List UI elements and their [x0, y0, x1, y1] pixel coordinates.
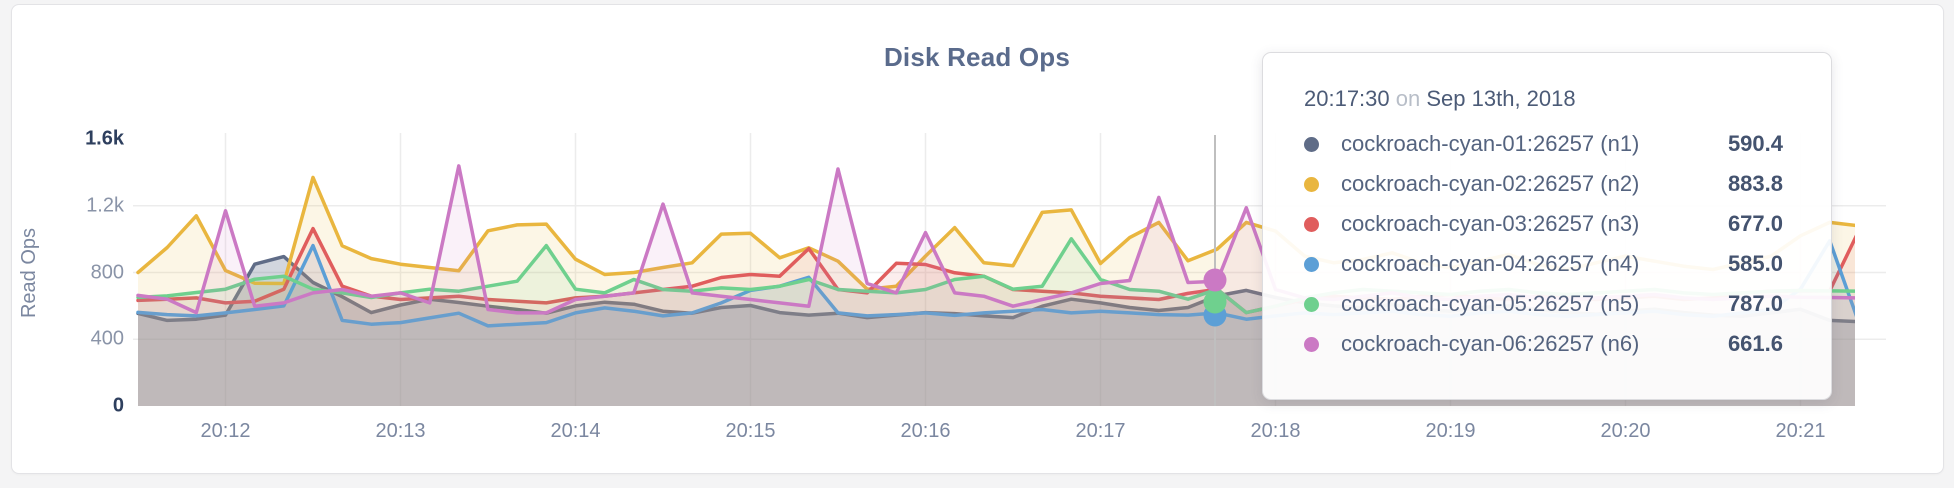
hover-dot-n6 — [1203, 268, 1227, 292]
x-tick-label: 20:16 — [900, 420, 951, 442]
tooltip-row: cockroach-cyan-03:26257 (n3) 677.0 — [1304, 204, 1783, 244]
x-tick-label: 20:15 — [725, 420, 776, 442]
tooltip-on-word: on — [1395, 86, 1421, 111]
x-tick-label: 20:21 — [1775, 420, 1826, 442]
series-color-dot-icon — [1304, 216, 1319, 232]
tooltip-series-value: 590.4 — [1727, 131, 1783, 156]
y-tick-label: 0 — [112, 394, 124, 417]
x-tick-label: 20:20 — [1600, 420, 1651, 442]
tooltip-series-label: cockroach-cyan-02:26257 (n2) — [1341, 171, 1640, 196]
tooltip-series-value: 883.8 — [1727, 171, 1783, 196]
x-tick-label: 20:13 — [375, 420, 426, 442]
tooltip-series-value: 677.0 — [1727, 211, 1783, 236]
tooltip-time: 20:17:30 — [1304, 86, 1390, 111]
y-tick-label: 1.6k — [85, 127, 124, 150]
series-color-dot-icon — [1304, 296, 1319, 312]
series-color-dot-icon — [1304, 176, 1319, 192]
x-tick-label: 20:19 — [1425, 420, 1476, 442]
tooltip-row: cockroach-cyan-05:26257 (n5) 787.0 — [1304, 284, 1783, 324]
tooltip-series-value: 585.0 — [1727, 251, 1783, 276]
tooltip-row: cockroach-cyan-02:26257 (n2) 883.8 — [1304, 164, 1783, 204]
y-tick-label: 1.2k — [86, 194, 124, 217]
x-tick-label: 20:14 — [550, 420, 601, 442]
tooltip-series-label: cockroach-cyan-05:26257 (n5) — [1341, 291, 1640, 316]
tooltip-header: 20:17:30 on Sep 13th, 2018 — [1304, 83, 1783, 115]
tooltip-series-label: cockroach-cyan-06:26257 (n6) — [1341, 331, 1640, 356]
tooltip-row: cockroach-cyan-04:26257 (n4) 585.0 — [1304, 244, 1783, 284]
series-color-dot-icon — [1304, 336, 1319, 352]
tooltip-series-value: 787.0 — [1727, 291, 1783, 316]
chart-tooltip: 20:17:30 on Sep 13th, 2018 cockroach-cya… — [1262, 52, 1832, 400]
tooltip-series-label: cockroach-cyan-01:26257 (n1) — [1341, 131, 1640, 156]
hover-dot-n5 — [1203, 290, 1227, 314]
chart-title: Disk Read Ops — [883, 42, 1071, 72]
series-color-dot-icon — [1304, 256, 1319, 272]
x-tick-label: 20:18 — [1250, 420, 1301, 442]
y-tick-label: 400 — [90, 327, 124, 350]
y-tick-label: 800 — [90, 261, 124, 283]
tooltip-row: cockroach-cyan-06:26257 (n6) 661.6 — [1304, 324, 1783, 364]
x-tick-label: 20:12 — [200, 420, 251, 442]
tooltip-row: cockroach-cyan-01:26257 (n1) 590.4 — [1304, 124, 1783, 164]
tooltip-series-label: cockroach-cyan-04:26257 (n4) — [1341, 251, 1640, 276]
x-tick-label: 20:17 — [1075, 420, 1126, 442]
tooltip-series-label: cockroach-cyan-03:26257 (n3) — [1341, 211, 1640, 236]
tooltip-date: Sep 13th, 2018 — [1426, 86, 1576, 111]
series-color-dot-icon — [1304, 136, 1319, 152]
tooltip-series-value: 661.6 — [1727, 331, 1783, 356]
tooltip-rows: cockroach-cyan-01:26257 (n1) 590.4 cockroa… — [1304, 124, 1783, 364]
